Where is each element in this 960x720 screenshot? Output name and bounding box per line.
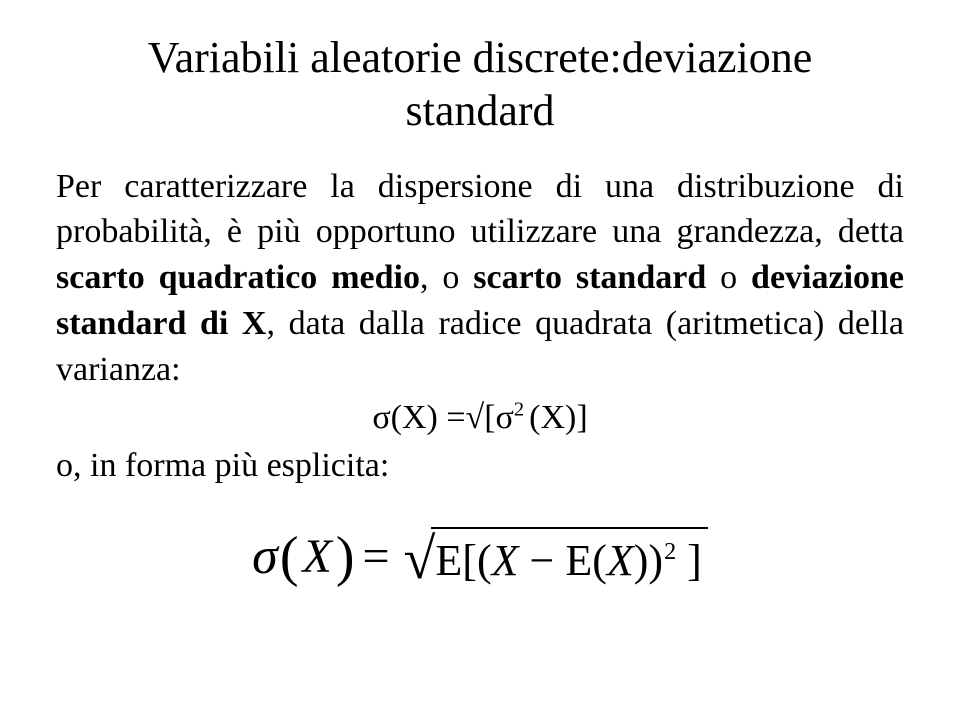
E-symbol-2: E: [565, 536, 592, 585]
bold-scarto-quadratico-medio: scarto quadratico medio: [56, 259, 420, 296]
title-line-1: Variabili aleatorie discrete:deviazione: [148, 33, 813, 82]
bracket-open: [: [462, 536, 477, 585]
formula-sub-text: o, in forma più esplicita:: [56, 447, 904, 485]
body-text-a: Per caratterizzare la dispersione di una…: [56, 168, 904, 251]
sigma-symbol: σ: [252, 527, 278, 586]
under-sqrt: E[(X − E(X))2 ]: [431, 527, 707, 586]
formula-big: σ ( X ) = √ E[(X − E(X))2 ]: [56, 527, 904, 586]
sqrt-expression: √ E[(X − E(X))2 ]: [404, 527, 708, 586]
var-x-1: X: [300, 529, 333, 584]
minus-sign: −: [518, 536, 565, 585]
equals-sign: =: [356, 529, 403, 584]
paren-close-1: ): [334, 529, 357, 585]
slide: Variabili aleatorie discrete:deviazione …: [0, 0, 960, 720]
radical-icon: √: [404, 530, 436, 588]
squared-exponent: 2: [663, 538, 676, 565]
paren-close-3: ): [634, 536, 649, 585]
var-x-3: X: [607, 536, 634, 585]
slide-title: Variabili aleatorie discrete:deviazione …: [56, 32, 904, 138]
formula-small-rhs: (X)]: [529, 399, 588, 436]
title-line-2: standard: [405, 86, 554, 135]
paren-open-2: (: [477, 536, 492, 585]
body-text-c: o: [706, 259, 751, 296]
body-paragraph: Per caratterizzare la dispersione di una…: [56, 164, 904, 393]
formula-small-sup: 2: [514, 399, 529, 421]
formula-small: σ(X) =√[σ2 (X)]: [56, 399, 904, 437]
var-x-2: X: [492, 536, 519, 585]
formula-small-lhs: σ(X) =√[σ: [372, 399, 514, 436]
paren-close-2: ): [648, 536, 663, 585]
paren-open-3: (: [592, 536, 607, 585]
E-symbol-1: E: [435, 536, 462, 585]
bracket-close: ]: [676, 536, 702, 585]
body-text-b: , o: [420, 259, 473, 296]
bold-scarto-standard: scarto standard: [473, 259, 706, 296]
paren-open-1: (: [278, 529, 301, 585]
